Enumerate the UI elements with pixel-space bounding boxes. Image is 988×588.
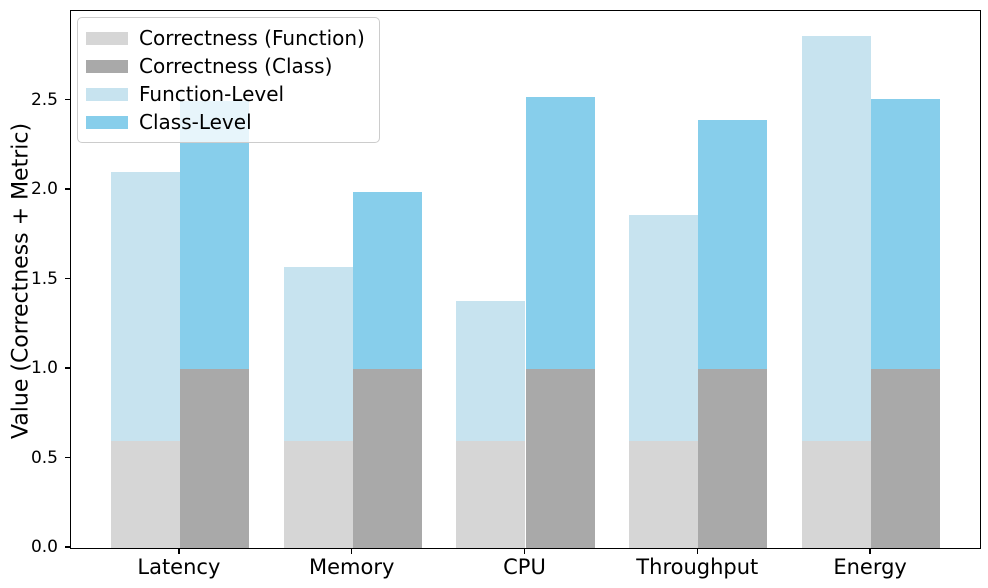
plot-area	[70, 10, 981, 549]
y-tick-label-1.0: 1.0	[30, 358, 58, 378]
x-tick-label-memory: Memory	[308, 555, 395, 579]
class-level-swatch-icon	[86, 115, 128, 129]
bar-correctness-class-latency	[179, 369, 249, 548]
bar-correctness-function-throughput	[629, 440, 699, 548]
legend-label: Function-Level	[139, 82, 285, 106]
bar-function-level-throughput	[629, 215, 699, 441]
x-tick-label-latency: Latency	[137, 555, 221, 579]
legend-label: Correctness (Class)	[139, 54, 333, 78]
legend-item-correctness-function: Correctness (Function)	[86, 27, 365, 49]
x-tick-label-throughput: Throughput	[636, 555, 759, 579]
bar-correctness-function-cpu	[456, 440, 526, 548]
bar-function-level-cpu	[456, 301, 526, 441]
y-tick-mark	[65, 546, 70, 548]
function-level-swatch-icon	[86, 87, 128, 101]
legend-item-correctness-class: Correctness (Class)	[86, 55, 365, 77]
bar-correctness-function-latency	[110, 440, 180, 548]
y-tick-label-1.5: 1.5	[30, 268, 58, 289]
bar-function-level-memory	[283, 267, 353, 441]
bar-correctness-class-memory	[352, 369, 422, 548]
y-tick-mark	[65, 456, 70, 459]
bar-class-level-memory	[352, 191, 422, 369]
bar-class-level-energy	[871, 98, 941, 369]
correctness-class-swatch-icon	[86, 59, 128, 73]
bar-correctness-class-throughput	[698, 369, 768, 548]
x-tick-mark	[523, 548, 526, 554]
bar-correctness-class-energy	[871, 369, 941, 548]
bar-correctness-function-energy	[802, 440, 872, 548]
legend-label: Correctness (Function)	[139, 26, 365, 50]
x-tick-mark	[696, 548, 699, 554]
x-tick-mark	[178, 548, 180, 554]
y-tick-label-0.0: 0.0	[30, 537, 58, 557]
correctness-function-swatch-icon	[86, 31, 128, 45]
bar-function-level-latency	[110, 172, 180, 441]
x-tick-mark	[869, 548, 871, 554]
bar-class-level-cpu	[525, 96, 595, 369]
y-tick-label-0.5: 0.5	[30, 447, 58, 468]
y-tick-label-2.5: 2.5	[30, 89, 58, 110]
legend: Correctness (Function) Correctness (Clas…	[77, 17, 380, 143]
x-tick-label-energy: Energy	[833, 555, 907, 579]
y-tick-mark	[65, 188, 70, 190]
bar-correctness-class-cpu	[525, 369, 595, 548]
bar-class-level-throughput	[698, 120, 768, 369]
y-tick-mark	[65, 98, 70, 101]
bar-function-level-energy	[802, 36, 872, 441]
y-tick-mark	[65, 277, 70, 280]
legend-label: Class-Level	[139, 110, 252, 134]
y-tick-mark	[65, 367, 70, 369]
bar-class-level-latency	[179, 100, 249, 369]
bar-correctness-function-memory	[283, 440, 353, 548]
x-tick-label-cpu: CPU	[503, 555, 546, 579]
legend-item-function-level: Function-Level	[86, 83, 365, 105]
x-tick-mark	[350, 548, 353, 554]
legend-item-class-level: Class-Level	[86, 111, 365, 133]
y-tick-label-2.0: 2.0	[30, 179, 58, 199]
